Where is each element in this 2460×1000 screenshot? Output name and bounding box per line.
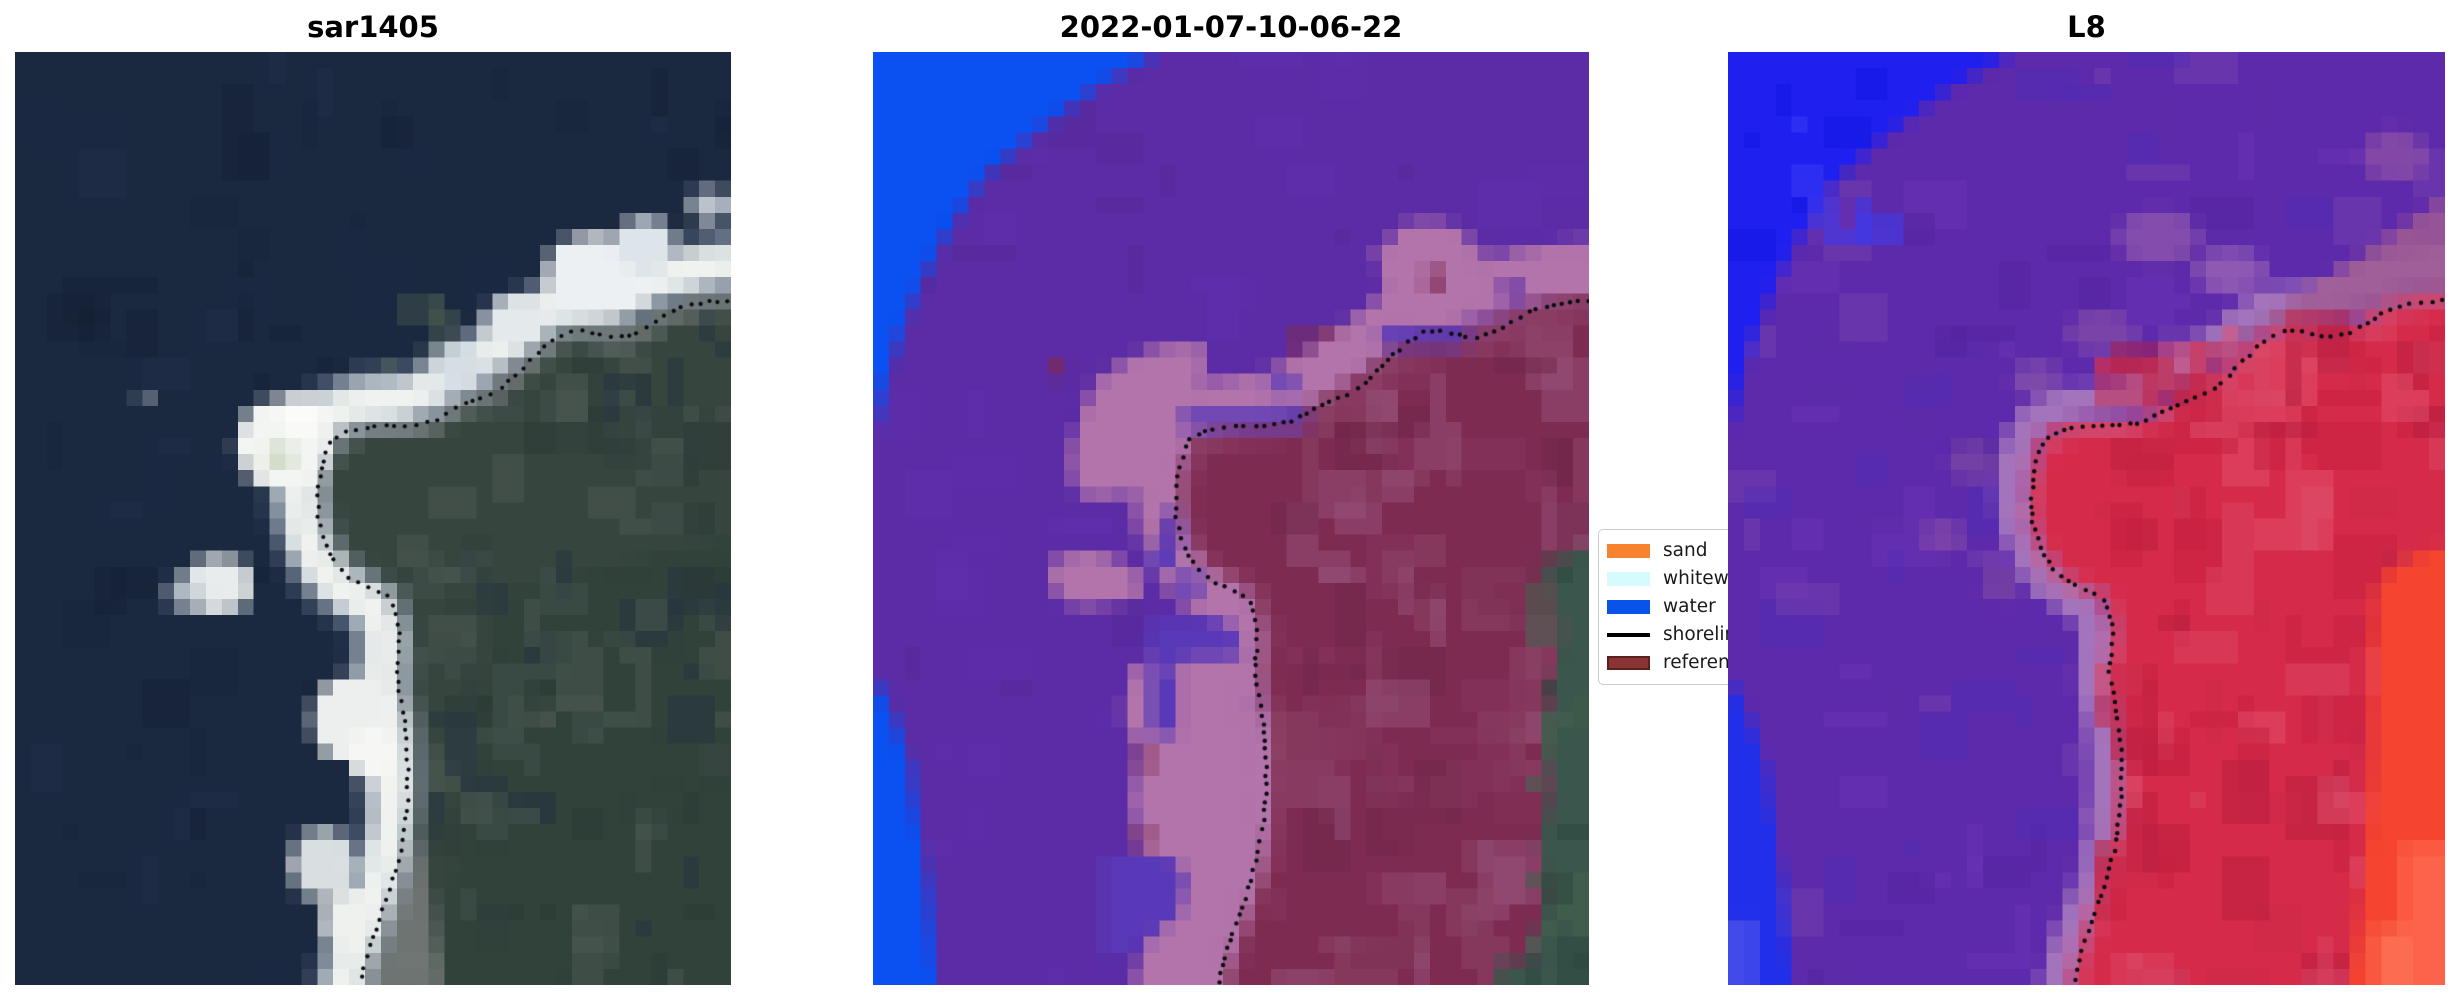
legend-swatch-whitewater <box>1607 572 1650 586</box>
legend-swatch-water <box>1607 600 1650 614</box>
panel-sar1405 <box>15 52 731 985</box>
classification-shoreline-overlay <box>873 52 1589 985</box>
legend-row-shoreline: shoreline <box>1607 621 1767 649</box>
legend-swatch-reference <box>1607 656 1650 670</box>
panel-classification <box>873 52 1589 985</box>
legend-label-water: water <box>1663 595 1716 617</box>
sar1405-shoreline-overlay <box>15 52 731 985</box>
legend-label-shoreline: shoreline <box>1663 623 1748 645</box>
l8-shoreline-overlay <box>1728 52 2445 985</box>
panel-title-l8: L8 <box>2067 10 2106 44</box>
legend-row-sand: sand <box>1607 537 1767 565</box>
panel-l8 <box>1728 52 2445 985</box>
legend-label-sand: sand <box>1663 539 1708 561</box>
legend-swatch-sand <box>1607 544 1650 558</box>
panel-title-date: 2022-01-07-10-06-22 <box>1059 10 1403 44</box>
panel-title-sar1405: sar1405 <box>307 10 439 44</box>
legend-line-shoreline <box>1607 633 1650 637</box>
legend-row-water: water <box>1607 593 1767 621</box>
